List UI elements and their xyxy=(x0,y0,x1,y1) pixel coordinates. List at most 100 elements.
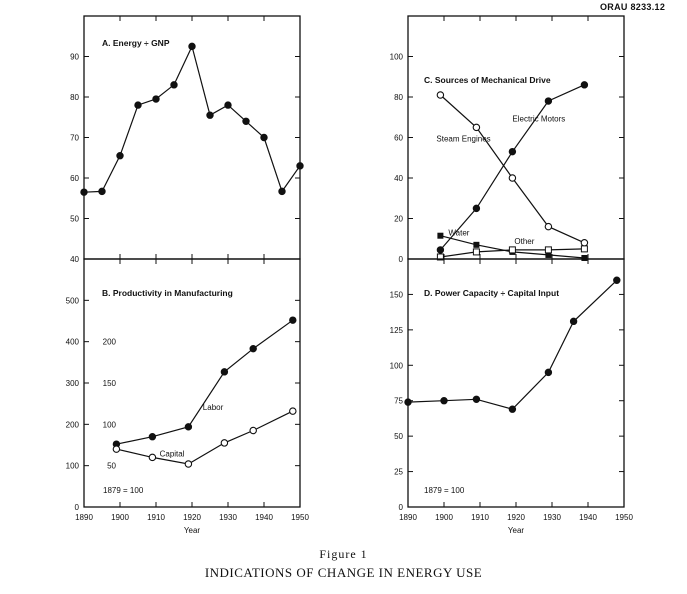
data-point-electric-motors xyxy=(508,147,517,156)
y-tick-label: 50 xyxy=(70,215,79,224)
series-line-electric-motors xyxy=(439,84,585,251)
y-tick-label: 60 xyxy=(394,134,403,143)
data-point-water xyxy=(545,251,552,258)
data-point-water xyxy=(437,232,444,239)
data-point-electric-motors xyxy=(544,97,553,105)
data-point-energy-gnp xyxy=(278,187,286,196)
y-tick-label: 0 xyxy=(399,255,404,264)
y2-tick-label: 50 xyxy=(107,462,116,471)
y-tick-label: 25 xyxy=(394,468,403,477)
y-tick-label: 300 xyxy=(66,379,80,388)
data-point-power-capital xyxy=(440,397,448,405)
data-point-steam-engines xyxy=(472,123,481,132)
data-point-steam-engines xyxy=(580,239,589,247)
data-point-capital xyxy=(249,426,257,435)
data-point-energy-gnp xyxy=(260,133,268,142)
y-tick-label: 80 xyxy=(394,93,403,102)
x-tick-label: 1950 xyxy=(291,513,309,522)
series-label: Other xyxy=(514,237,534,246)
data-point-energy-gnp xyxy=(80,188,88,196)
data-point-steam-engines xyxy=(436,91,445,99)
y-tick-label: 100 xyxy=(390,53,404,62)
y-tick-label: 200 xyxy=(66,420,80,429)
data-point-energy-gnp xyxy=(242,117,250,126)
data-point-labor xyxy=(184,423,193,431)
y-tick-label: 125 xyxy=(390,326,404,335)
data-point-labor xyxy=(249,344,257,353)
x-tick-label: 1900 xyxy=(435,513,453,522)
x-tick-label: 1950 xyxy=(615,513,633,522)
data-point-capital xyxy=(220,439,229,447)
panel-title: A. Energy ÷ GNP xyxy=(102,38,170,48)
data-point-other xyxy=(580,245,588,253)
x-tick-label: 1920 xyxy=(507,513,525,522)
y-tick-label: 40 xyxy=(394,174,403,183)
data-point-electric-motors xyxy=(580,81,589,89)
data-point-labor xyxy=(148,433,157,441)
figure-caption-title: INDICATIONS OF CHANGE IN ENERGY USE xyxy=(204,565,483,580)
y-tick-label: 100 xyxy=(66,462,80,471)
data-point-electric-motors xyxy=(472,204,481,213)
x-axis-label: Year xyxy=(184,526,201,535)
data-point-energy-gnp xyxy=(152,95,160,103)
y-tick-label: 80 xyxy=(70,93,79,102)
data-point-energy-gnp xyxy=(98,187,106,196)
panel-title: D. Power Capacity ÷ Capital Input xyxy=(424,288,559,298)
series-label: Electric Motors xyxy=(512,114,565,123)
data-point-labor xyxy=(220,368,229,376)
baseline-note: 1879 = 100 xyxy=(103,486,144,495)
y-tick-label: 0 xyxy=(399,503,404,512)
data-point-power-capital xyxy=(472,395,481,403)
data-point-power-capital xyxy=(544,368,553,377)
x-tick-label: 1930 xyxy=(219,513,237,522)
series-label: Labor xyxy=(203,403,224,412)
data-point-other xyxy=(472,248,480,256)
baseline-note: 1879 = 100 xyxy=(424,486,465,495)
data-point-water xyxy=(473,241,480,248)
data-point-labor xyxy=(289,316,297,324)
figure-ref-code: ORAU 8233.12 xyxy=(600,2,666,12)
y-tick-label: 150 xyxy=(390,290,404,299)
x-tick-label: 1910 xyxy=(147,513,165,522)
y-tick-label: 0 xyxy=(75,503,80,512)
data-point-steam-engines xyxy=(544,222,553,231)
data-point-energy-gnp xyxy=(116,152,124,160)
data-point-capital xyxy=(289,407,297,415)
y2-tick-label: 100 xyxy=(103,420,117,429)
panel-title: C. Sources of Mechanical Drive xyxy=(424,75,551,85)
series-line-power-capital xyxy=(407,279,618,410)
data-point-power-capital xyxy=(613,276,621,284)
data-point-energy-gnp xyxy=(134,101,142,109)
series-label: Water xyxy=(448,229,469,238)
y-tick-label: 50 xyxy=(394,432,403,441)
data-point-steam-engines xyxy=(508,174,517,182)
data-point-other xyxy=(544,246,552,254)
series-line-capital xyxy=(116,410,294,465)
data-point-other xyxy=(508,246,516,254)
x-tick-label: 1940 xyxy=(255,513,273,522)
data-point-other xyxy=(436,253,444,261)
data-point-water xyxy=(581,254,588,261)
data-point-capital xyxy=(112,445,121,453)
figure-caption-label: Figure 1 xyxy=(319,547,368,561)
x-tick-label: 1920 xyxy=(183,513,201,522)
data-point-energy-gnp xyxy=(224,101,232,109)
y-tick-label: 40 xyxy=(70,255,79,264)
panel-title: B. Productivity in Manufacturing xyxy=(102,288,233,298)
data-point-energy-gnp xyxy=(206,111,214,119)
series-label: Capital xyxy=(160,450,185,459)
data-point-power-capital xyxy=(404,398,412,406)
data-point-energy-gnp xyxy=(296,162,304,170)
series-line-energy-gnp xyxy=(83,44,301,193)
y-tick-label: 90 xyxy=(70,53,79,62)
y-tick-label: 75 xyxy=(394,397,403,406)
y2-tick-label: 150 xyxy=(103,379,117,388)
y-tick-label: 70 xyxy=(70,134,79,143)
data-point-power-capital xyxy=(569,317,578,326)
y-tick-label: 500 xyxy=(66,296,80,305)
series-label: Steam Engines xyxy=(436,135,490,144)
data-point-energy-gnp xyxy=(188,42,196,51)
x-axis-label: Year xyxy=(508,526,525,535)
x-tick-label: 1900 xyxy=(111,513,129,522)
